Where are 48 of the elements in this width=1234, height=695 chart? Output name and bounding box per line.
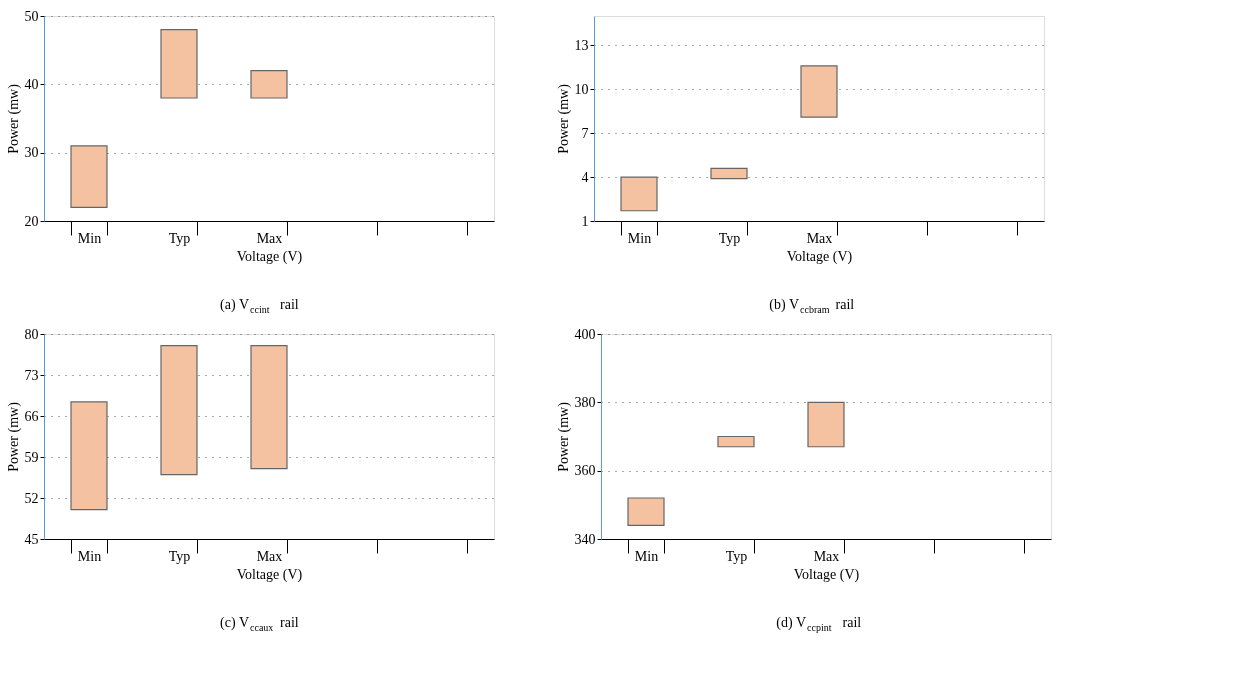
x-tick-label: Max: [806, 230, 833, 246]
x-tick-label: Min: [77, 548, 102, 564]
bar: [717, 435, 755, 448]
x-tick-label: Min: [627, 230, 652, 246]
x-tick-label: Min: [634, 548, 659, 564]
x-tick-label: Min: [77, 230, 102, 246]
y-tick-label: 400: [574, 326, 596, 342]
y-tick-label: 340: [574, 531, 596, 547]
y-axis-title: Power (mw): [5, 83, 22, 154]
y-tick-label: 40: [24, 76, 39, 92]
x-tick-label: Max: [256, 230, 283, 246]
y-tick-label: 360: [574, 463, 596, 479]
y-tick-label: 73: [24, 367, 39, 383]
y-tick-label: 13: [574, 37, 589, 53]
y-tick-label: 1: [581, 213, 589, 229]
bar: [620, 176, 658, 212]
x-tick-label: Typ: [168, 548, 191, 564]
y-tick-label: 10: [574, 81, 589, 97]
y-axis-title: Power (mw): [555, 401, 572, 472]
bar: [710, 167, 748, 180]
y-tick-label: 380: [574, 394, 596, 410]
x-axis-title: Voltage (V): [786, 248, 853, 265]
x-axis-title: Voltage (V): [236, 248, 303, 265]
bar: [250, 70, 288, 99]
y-tick-label: 66: [24, 408, 39, 424]
bar: [800, 65, 838, 118]
y-axis-title: Power (mw): [555, 83, 572, 154]
x-tick-label: Max: [256, 548, 283, 564]
bar: [160, 29, 198, 99]
bar: [807, 401, 845, 448]
y-axis-title: Power (mw): [5, 401, 22, 472]
x-axis-title: Voltage (V): [236, 566, 303, 583]
y-tick-label: 7: [581, 125, 589, 141]
x-tick-label: Typ: [725, 548, 748, 564]
x-tick-label: Typ: [718, 230, 741, 246]
y-tick-label: 80: [24, 326, 39, 342]
y-tick-label: 59: [24, 449, 39, 465]
y-tick-label: 30: [24, 145, 39, 161]
x-tick-label: Max: [813, 548, 840, 564]
y-tick-label: 4: [581, 169, 589, 185]
x-tick-label: Typ: [168, 230, 191, 246]
x-axis-title: Voltage (V): [793, 566, 860, 583]
y-tick-label: 20: [24, 213, 39, 229]
bar: [627, 497, 665, 526]
bar: [70, 145, 108, 208]
y-tick-label: 50: [24, 8, 39, 24]
y-tick-label: 45: [24, 531, 39, 547]
y-tick-label: 52: [24, 490, 39, 506]
